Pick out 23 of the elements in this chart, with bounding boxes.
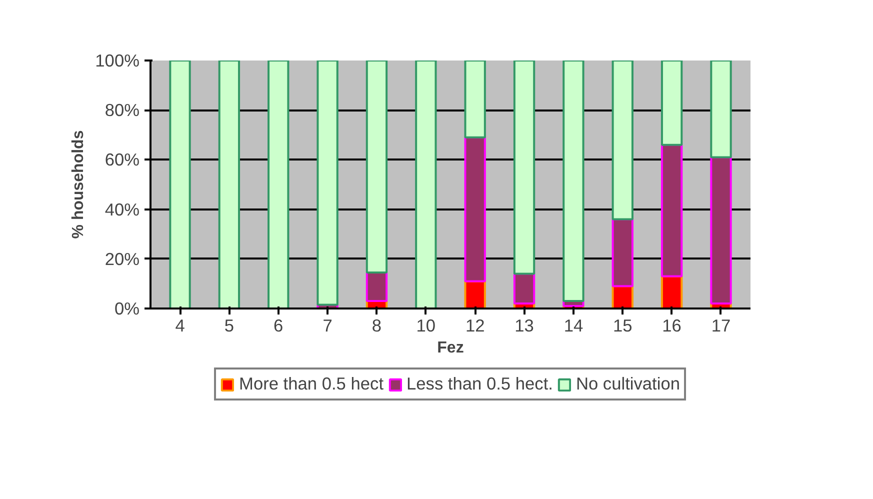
- x-tick-label: 17: [711, 316, 731, 336]
- y-tick-label: 80%: [104, 100, 140, 120]
- y-tick-label: 100%: [95, 50, 140, 70]
- x-tick-label: 10: [416, 316, 436, 336]
- y-tick-label: 0%: [114, 298, 140, 318]
- y-tick-label: 20%: [104, 248, 140, 269]
- x-tick-label: 15: [612, 316, 632, 336]
- legend-label: Less than 0.5 hect.: [406, 374, 553, 394]
- x-tick-label: 8: [372, 316, 382, 336]
- x-tick-label: 12: [465, 316, 485, 336]
- x-tick-label: 7: [322, 316, 332, 336]
- legend-label: More than 0.5 hect: [239, 374, 384, 394]
- y-tick-label: 60%: [104, 150, 140, 170]
- x-tick-label: 13: [514, 316, 534, 336]
- x-tick-label: 6: [274, 316, 284, 336]
- x-tick-label: 4: [175, 316, 186, 336]
- y-axis-title: % households: [70, 130, 88, 239]
- x-tick-label: 5: [224, 316, 234, 336]
- x-tick-label: 16: [662, 316, 682, 336]
- y-tick-label: 40%: [104, 199, 140, 220]
- legend-label: No cultivation: [576, 374, 680, 394]
- x-tick-label: 14: [564, 316, 584, 336]
- x-axis-title: Fez: [437, 340, 464, 356]
